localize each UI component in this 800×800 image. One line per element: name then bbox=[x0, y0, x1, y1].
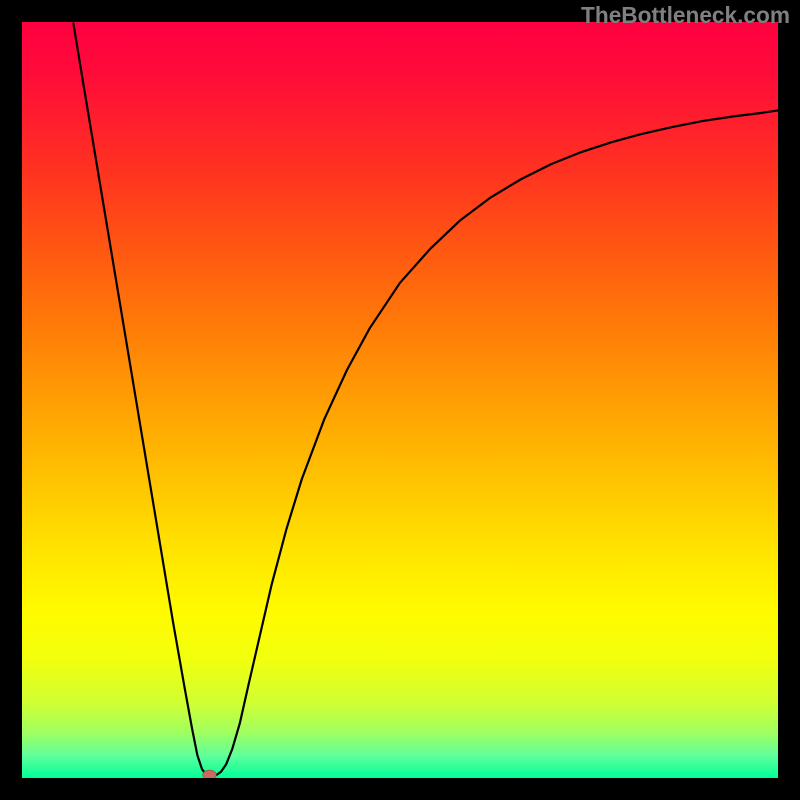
minimum-marker bbox=[203, 770, 217, 778]
plot-area bbox=[22, 22, 778, 778]
chart-frame: TheBottleneck.com bbox=[0, 0, 800, 800]
plot-svg bbox=[22, 22, 778, 778]
